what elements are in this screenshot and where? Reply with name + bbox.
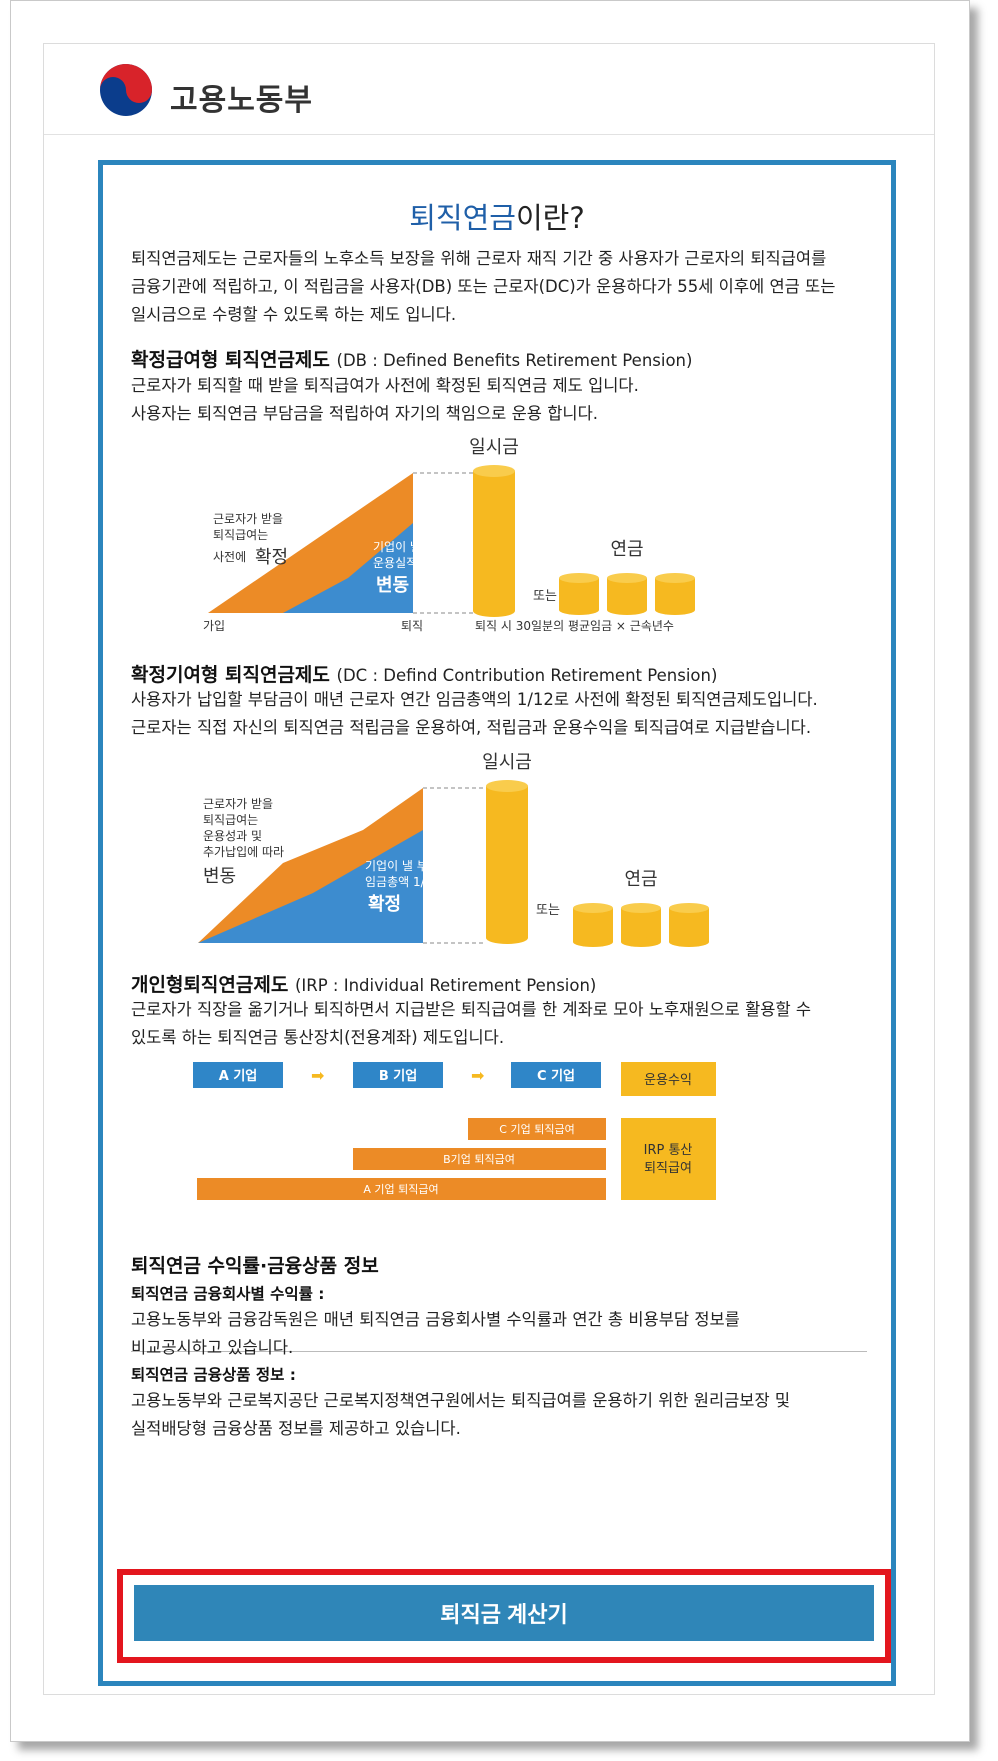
db-pension-label: 연금 <box>610 539 643 560</box>
dc-heading: 확정기여형 퇴직연금제도 (DC : Defind Contribution R… <box>131 660 717 687</box>
dc-pension-label: 연금 <box>624 869 657 890</box>
db-left-label-1: 근로자가 받을 <box>213 512 283 526</box>
dc-blue-label-big: 확정 <box>368 894 401 915</box>
arrow-right-icon: ➡ <box>471 1066 484 1085</box>
intro-paragraph: 퇴직연금제도는 근로자들의 노후소득 보장을 위해 근로자 재직 기간 중 사용… <box>131 245 835 329</box>
c-pay-bar <box>468 1118 606 1140</box>
dc-description: 사용자가 납입할 부담금이 매년 근로자 연간 임금총액의 1/12로 사전에 … <box>131 686 818 742</box>
db-left-label-big: 확정 <box>255 547 288 568</box>
dc-line: 사용자가 납입할 부담금이 매년 근로자 연간 임금총액의 1/12로 사전에 … <box>131 690 818 709</box>
dc-blue-label-2: 임금총액 1/12 <box>365 875 440 889</box>
irp-heading: 개인형퇴직연금제도 (IRP : Individual Retirement P… <box>131 970 596 997</box>
dc-title: 확정기여형 퇴직연금제도 <box>131 664 330 686</box>
db-title: 확정급여형 퇴직연금제도 <box>131 349 330 371</box>
info-title: 퇴직연금 수익률·금융상품 정보 <box>131 1255 379 1277</box>
db-line: 근로자가 퇴직할 때 받을 퇴직급여가 사전에 확정된 퇴직연금 제도 입니다. <box>131 376 639 395</box>
dc-lump-sum-cylinder <box>486 780 528 944</box>
company-a-box <box>193 1062 283 1088</box>
db-subtitle: (DB : Defined Benefits Retirement Pensio… <box>336 351 693 370</box>
b-pay-label: B기업 퇴직급여 <box>443 1153 515 1166</box>
info-sub2-title: 퇴직연금 금융상품 정보 : <box>131 1366 296 1384</box>
company-b-box <box>353 1062 443 1088</box>
c-pay-label: C 기업 퇴직급여 <box>499 1123 574 1136</box>
dc-left-label-big: 변동 <box>203 866 236 887</box>
irp-title: 개인형퇴직연금제도 <box>131 974 289 996</box>
db-formula-label: 퇴직 시 30일분의 평균임금 × 근속년수 <box>475 619 674 633</box>
intro-line: 일시금으로 수령할 수 있도록 하는 제도 입니다. <box>131 305 457 324</box>
db-left-label-2: 퇴직급여는 <box>213 528 268 542</box>
db-blue-label-big: 변동 <box>376 575 409 596</box>
content-panel: 퇴직연금이란? 퇴직연금제도는 근로자들의 노후소득 보장을 위해 근로자 재직… <box>98 160 896 1686</box>
page-container: 고용노동부 퇴직연금이란? 퇴직연금제도는 근로자들의 노후소득 보장을 위해 … <box>43 43 935 1695</box>
company-c-box <box>511 1062 601 1088</box>
page-title: 퇴직연금이란? <box>103 195 891 237</box>
db-join-label: 가입 <box>203 619 225 633</box>
db-pension-cylinders <box>559 573 695 615</box>
info-sub1-title: 퇴직연금 금융회사별 수익률 : <box>131 1285 325 1303</box>
db-heading: 확정급여형 퇴직연금제도 (DB : Defined Benefits Reti… <box>131 345 692 372</box>
irp-label-1: IRP 통산 <box>644 1143 693 1158</box>
intro-line: 퇴직연금제도는 근로자들의 노후소득 보장을 위해 근로자 재직 기간 중 사용… <box>131 249 827 268</box>
db-blue-area <box>283 523 413 613</box>
db-blue-label-1: 기업이 낼 부담금은 <box>373 540 469 554</box>
section-divider <box>131 1351 867 1352</box>
retirement-calculator-button[interactable]: 퇴직금 계산기 <box>134 1585 874 1641</box>
intro-line: 금융기관에 적립하고, 이 적립금을 사용자(DB) 또는 근로자(DC)가 운… <box>131 277 836 296</box>
db-or-label: 또는 <box>533 589 557 604</box>
company-c-label: C 기업 <box>537 1069 575 1084</box>
info-sub1-line: 비교공시하고 있습니다. <box>131 1338 294 1357</box>
title-rest: 이란? <box>515 201 585 235</box>
db-lump-sum-cylinder <box>473 465 515 617</box>
info-sub1-description: 고용노동부와 금융감독원은 매년 퇴직연금 금융회사별 수익률과 연간 총 비용… <box>131 1306 740 1362</box>
profit-box <box>621 1062 716 1096</box>
irp-line: 근로자가 직장을 옮기거나 퇴직하면서 지급받은 퇴직급여를 한 계좌로 모아 … <box>131 1000 812 1019</box>
ministry-name[interactable]: 고용노동부 <box>170 83 313 118</box>
dc-subtitle: (DC : Defind Contribution Retirement Pen… <box>336 666 718 685</box>
db-line: 사용자는 퇴직연금 부담금을 적립하여 자기의 책임으로 운용 합니다. <box>131 404 598 423</box>
db-description: 근로자가 퇴직할 때 받을 퇴직급여가 사전에 확정된 퇴직연금 제도 입니다.… <box>131 372 639 428</box>
dc-left-label-4: 추가납입에 따라 <box>203 845 284 859</box>
b-pay-bar <box>353 1148 606 1170</box>
irp-diagram: A 기업 ➡ B 기업 ➡ C 기업 운용수익 C 기업 퇴직급여 B기업 퇴직… <box>193 1062 716 1200</box>
arrow-right-icon: ➡ <box>311 1066 324 1085</box>
title-highlight: 퇴직연금 <box>409 201 516 235</box>
info-sub2-description: 고용노동부와 근로복지공단 근로복지정책연구원에서는 퇴직급여를 운용하기 위한… <box>131 1387 790 1443</box>
info-sub2-line: 고용노동부와 근로복지공단 근로복지정책연구원에서는 퇴직급여를 운용하기 위한… <box>131 1391 791 1410</box>
highlight-frame: 퇴직금 계산기 <box>117 1569 891 1663</box>
a-pay-bar <box>197 1178 606 1200</box>
irp-line: 있도록 하는 퇴직연금 통산장치(전용계좌) 제도입니다. <box>131 1028 505 1047</box>
dc-diagram: 일시금 또는 연금 근로자가 받을 퇴직급여는 운용성과 및 추가납입에 따라 … <box>198 752 709 947</box>
window-frame: 고용노동부 퇴직연금이란? 퇴직연금제도는 근로자들의 노후소득 보장을 위해 … <box>10 0 970 1742</box>
dc-blue-area <box>198 830 423 943</box>
a-pay-label: A 기업 퇴직급여 <box>363 1183 438 1196</box>
dc-line: 근로자는 직접 자신의 퇴직연금 적립금을 운용하여, 적립금과 운용수익을 퇴… <box>131 718 812 737</box>
irp-label-2: 퇴직급여 <box>644 1161 692 1176</box>
info-sub1-line: 고용노동부와 금융감독원은 매년 퇴직연금 금융회사별 수익률과 연간 총 비용… <box>131 1310 740 1329</box>
info-sub2-line: 실적배당형 금융상품 정보를 제공하고 있습니다. <box>131 1419 461 1438</box>
dc-pension-cylinders <box>573 903 709 947</box>
company-b-label: B 기업 <box>379 1069 417 1084</box>
dc-left-label-2: 퇴직급여는 <box>203 813 258 827</box>
db-blue-label-2: 운용실적에 따라 <box>373 556 454 570</box>
taegeuk-logo-icon <box>100 64 152 116</box>
irp-subtitle: (IRP : Individual Retirement Pension) <box>294 976 597 995</box>
irp-box <box>621 1118 716 1200</box>
profit-label: 운용수익 <box>644 1073 692 1088</box>
irp-description: 근로자가 직장을 옮기거나 퇴직하면서 지급받은 퇴직급여를 한 계좌로 모아 … <box>131 996 811 1052</box>
dc-blue-label-1: 기업이 낼 부담금은 <box>365 859 461 873</box>
db-diagram: 일시금 또는 연금 근로자가 받을 퇴직급여는 사전에 확정 기업이 낼 부담금… <box>203 437 695 633</box>
header: 고용노동부 <box>44 44 934 135</box>
dc-left-label-3: 운용성과 및 <box>203 829 262 843</box>
db-left-label-3: 사전에 <box>213 550 246 564</box>
company-a-label: A 기업 <box>219 1069 258 1084</box>
dc-or-label: 또는 <box>536 903 560 918</box>
dc-left-label-1: 근로자가 받을 <box>203 797 273 811</box>
dc-lump-sum-label: 일시금 <box>482 752 532 773</box>
db-retire-label: 퇴직 <box>401 619 423 633</box>
db-lump-sum-label: 일시금 <box>469 437 519 458</box>
